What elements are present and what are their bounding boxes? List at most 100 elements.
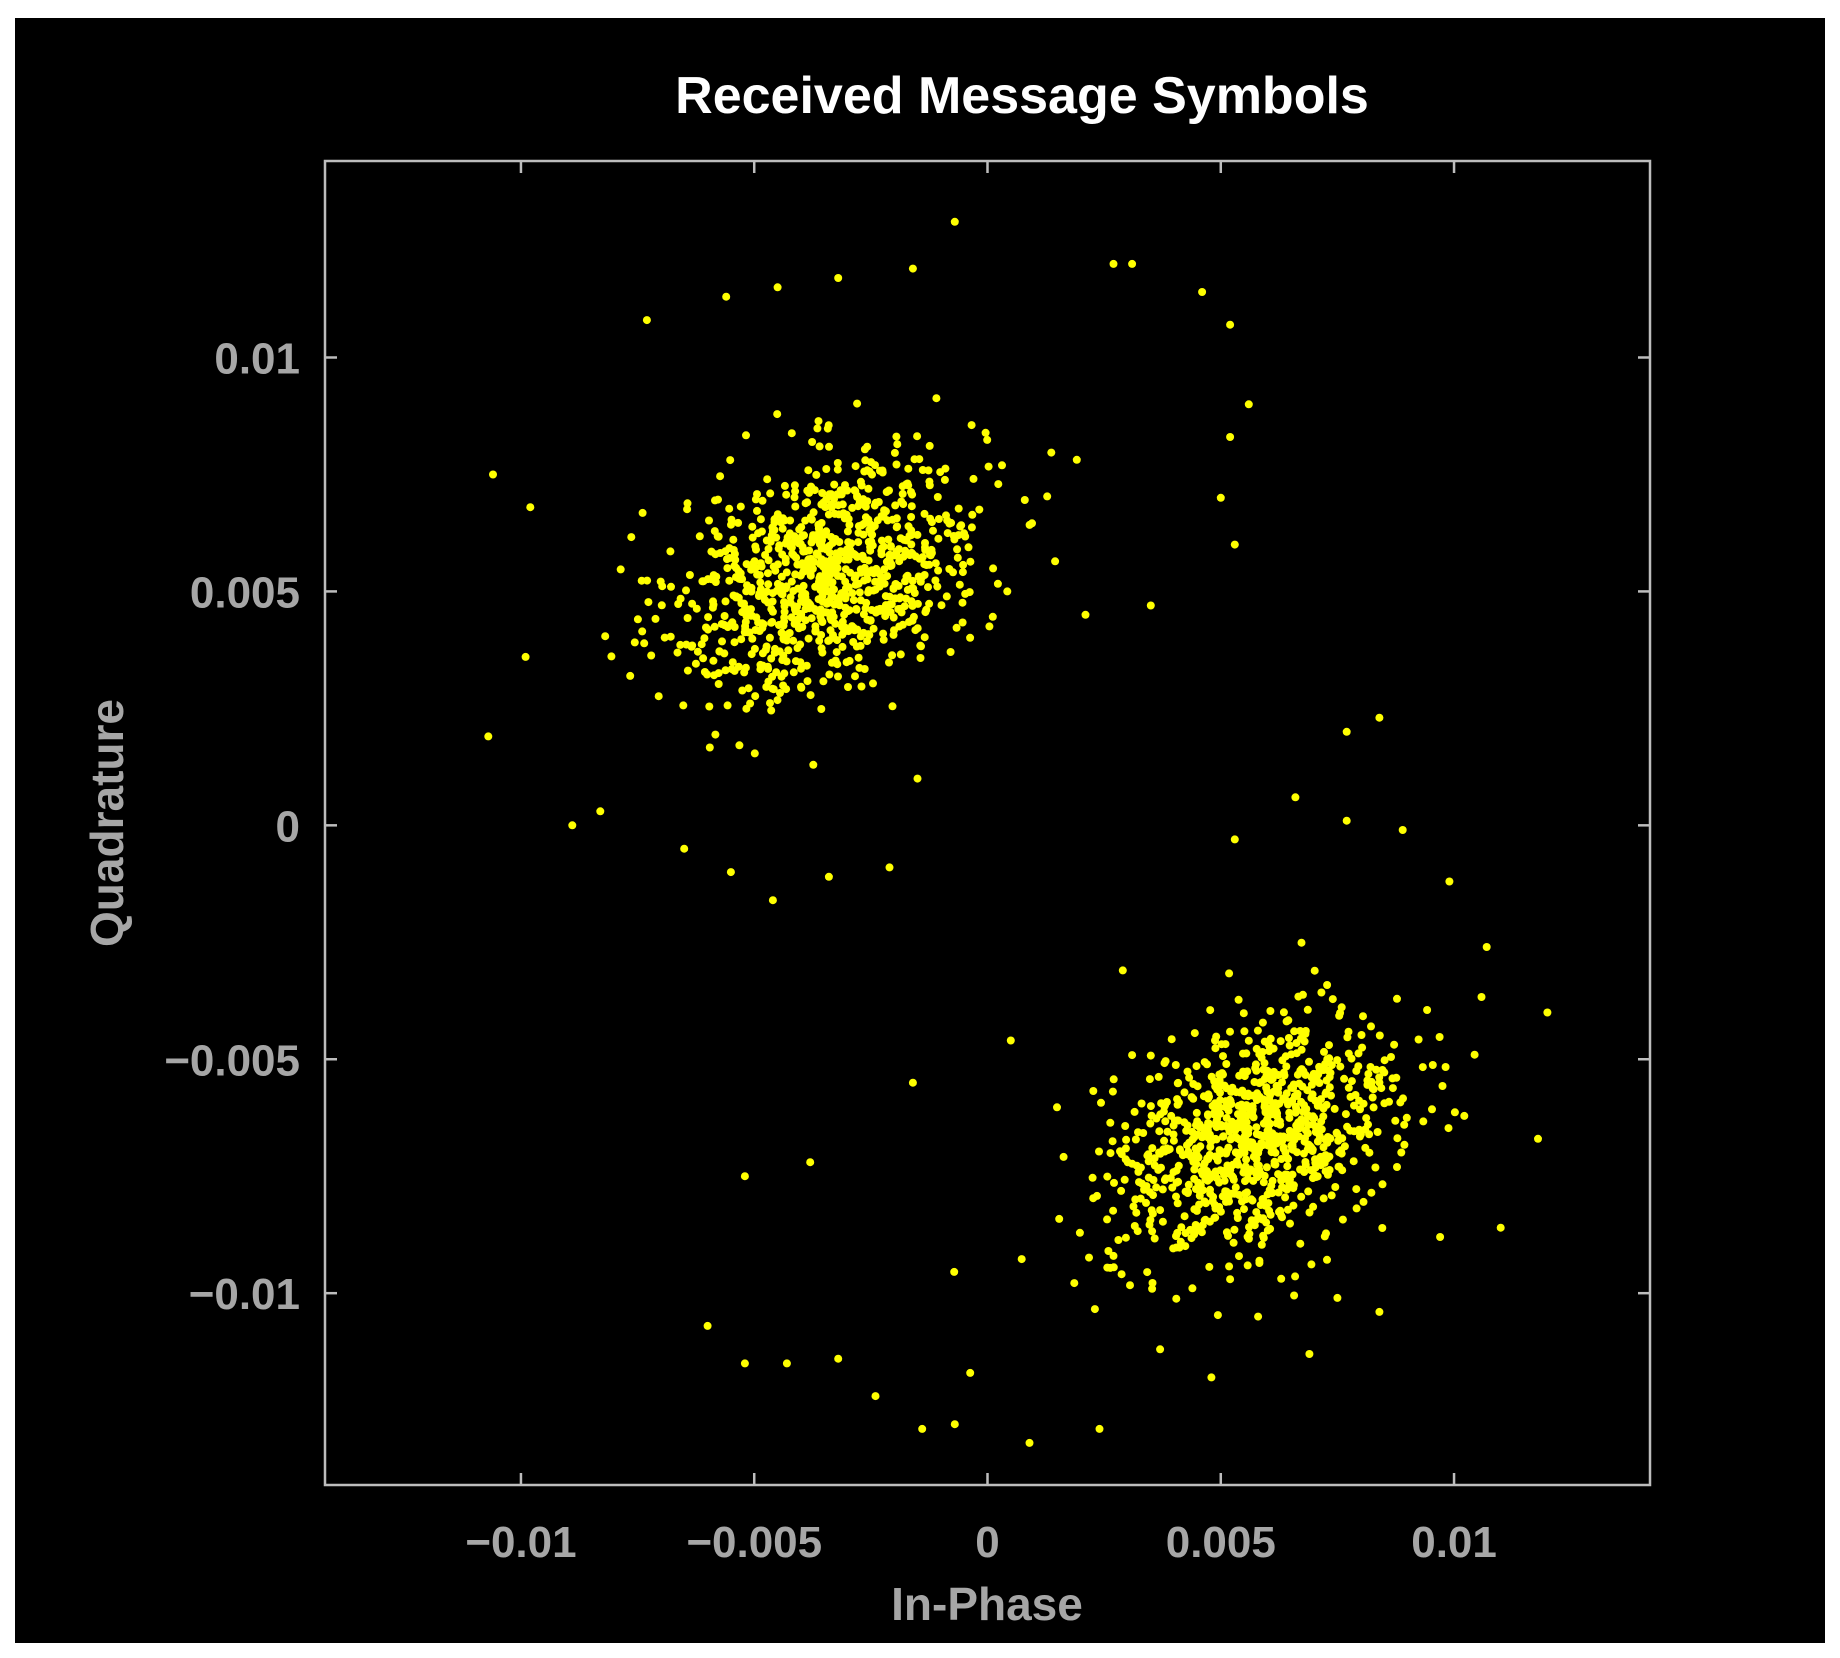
data-point — [1156, 1149, 1165, 1158]
data-point — [727, 665, 736, 674]
data-point — [1117, 1270, 1126, 1279]
data-point — [1093, 1191, 1101, 1200]
data-point — [891, 580, 900, 588]
data-point — [748, 533, 757, 542]
data-point — [964, 543, 973, 552]
data-point — [1202, 1167, 1211, 1175]
data-point — [1292, 1049, 1301, 1058]
data-point — [830, 560, 839, 569]
data-point — [1215, 1076, 1224, 1085]
data-point — [824, 421, 833, 430]
data-point — [1323, 981, 1332, 989]
data-point — [796, 560, 805, 569]
data-point — [967, 523, 976, 532]
data-point — [1477, 993, 1486, 1001]
data-point — [1212, 1174, 1221, 1183]
data-point — [940, 475, 949, 484]
data-point — [596, 807, 605, 816]
data-point — [1226, 1027, 1234, 1036]
data-point — [847, 539, 856, 548]
data-point — [768, 607, 777, 616]
data-point — [854, 528, 863, 537]
data-point — [1438, 1082, 1447, 1090]
data-point — [1393, 1163, 1401, 1171]
data-point — [860, 467, 869, 476]
data-point — [933, 493, 942, 501]
data-point — [1173, 1095, 1182, 1104]
y-tick-label: −0.005 — [164, 1036, 300, 1085]
data-point — [1255, 1050, 1264, 1059]
data-point — [730, 638, 739, 647]
data-point — [1245, 1223, 1253, 1232]
data-point — [1342, 816, 1351, 825]
data-point — [1211, 1167, 1220, 1176]
data-point — [854, 502, 863, 511]
data-point — [1375, 1078, 1384, 1087]
data-point — [959, 560, 968, 569]
data-point — [702, 623, 710, 632]
data-point — [797, 683, 806, 692]
data-point — [723, 564, 732, 573]
data-point — [790, 602, 799, 611]
data-point — [1320, 1047, 1328, 1056]
data-point — [825, 548, 834, 557]
data-point — [863, 637, 872, 646]
data-point — [931, 559, 940, 568]
data-point — [892, 514, 901, 523]
data-point — [924, 583, 932, 592]
data-point — [902, 480, 910, 489]
data-point — [1367, 1022, 1375, 1031]
data-point — [863, 442, 872, 451]
data-point — [817, 644, 826, 653]
data-point — [953, 553, 962, 562]
data-point — [926, 514, 935, 523]
data-point — [792, 553, 801, 562]
data-point — [1355, 1132, 1364, 1141]
data-point — [966, 633, 975, 642]
data-point — [1319, 1112, 1328, 1121]
data-point — [1257, 1139, 1266, 1147]
data-point — [1192, 1206, 1201, 1215]
data-point — [1211, 1044, 1220, 1053]
data-point — [1393, 994, 1401, 1003]
data-point — [1163, 1146, 1172, 1154]
data-point — [1191, 1150, 1200, 1159]
data-point — [1311, 1163, 1320, 1172]
data-point — [1135, 1178, 1143, 1187]
data-point — [791, 502, 800, 511]
data-point — [1270, 1160, 1279, 1169]
data-point — [1290, 1133, 1299, 1142]
data-point — [1357, 1031, 1366, 1039]
data-point — [833, 459, 842, 467]
data-point — [909, 584, 918, 593]
data-point — [1172, 1178, 1181, 1187]
data-point — [904, 464, 913, 473]
data-point — [688, 599, 697, 608]
data-point — [746, 611, 755, 620]
data-point — [804, 466, 813, 475]
data-point — [766, 699, 774, 708]
data-point — [822, 465, 831, 473]
data-point — [1323, 1255, 1331, 1264]
data-point — [794, 539, 803, 548]
data-point — [916, 641, 925, 650]
data-point — [824, 510, 833, 519]
data-point — [1172, 1192, 1180, 1201]
data-point — [1150, 1154, 1159, 1163]
data-point — [1241, 1177, 1249, 1186]
data-point — [741, 603, 750, 612]
data-point — [679, 701, 688, 710]
data-point — [1428, 1105, 1436, 1114]
data-point — [1254, 1161, 1263, 1170]
data-point — [710, 527, 719, 536]
data-point — [856, 477, 865, 486]
data-point — [757, 562, 766, 571]
data-point — [710, 622, 719, 631]
data-point — [815, 636, 824, 645]
data-point — [764, 598, 772, 607]
data-point — [711, 730, 720, 739]
data-point — [1131, 1195, 1140, 1204]
data-point — [857, 521, 866, 530]
data-point — [800, 531, 808, 540]
data-point — [1247, 1216, 1256, 1225]
